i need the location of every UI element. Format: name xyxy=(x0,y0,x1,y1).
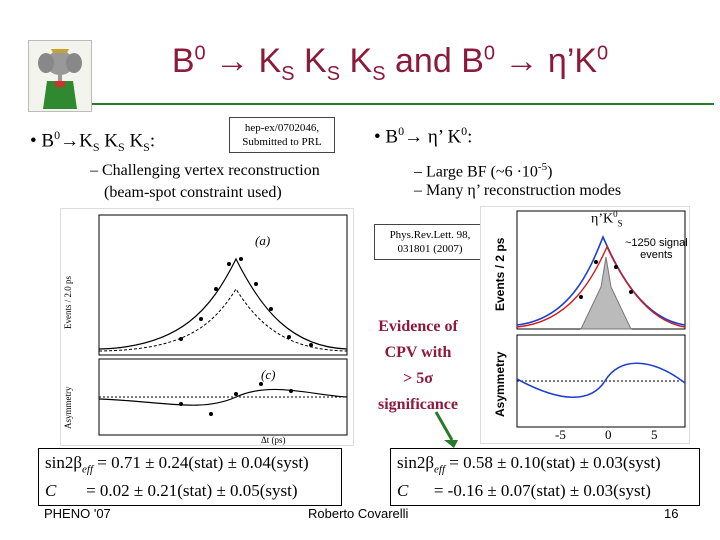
right-x-tick-3: 5 xyxy=(651,427,658,442)
left-result-box: sin2βeff = 0.71 ± 0.24(stat) ± 0.04(syst… xyxy=(38,448,342,507)
signal-count-note: ~1250 signal events xyxy=(625,237,688,261)
left-reference: hep-ex/0702046, Submitted to PRL xyxy=(229,117,335,153)
right-x-tick-2: 0 xyxy=(605,427,612,442)
left-ref-line-2: Submitted to PRL xyxy=(242,136,322,148)
left-y-axis-top: Events / 2.0 ps xyxy=(63,276,73,329)
left-result-line-2: C = 0.02 ± 0.21(stat) ± 0.05(syst) xyxy=(45,481,298,501)
evidence-line-2: CPV with xyxy=(384,344,452,361)
right-x-tick-1: -5 xyxy=(555,427,566,442)
left-dt-plot: Events / 2.0 ps Asymmetry (a) (c) Δt (ps… xyxy=(60,208,354,446)
right-bullet: • B0→ η’ K0: xyxy=(374,124,473,148)
left-y-axis-bottom: Asymmetry xyxy=(63,386,73,430)
left-plot-label-a: (a) xyxy=(255,233,271,248)
left-bullet: • B0→KS KS KS: xyxy=(30,128,156,155)
right-y-axis-top: Events / 2 ps xyxy=(493,237,507,311)
evidence-line-1: Evidence of xyxy=(378,318,458,335)
right-result-line-2: C = -0.16 ± 0.07(stat) ± 0.03(syst) xyxy=(397,481,651,501)
right-ref-line-1: Phys.Rev.Lett. 98, xyxy=(389,229,471,241)
footer-page-number: 16 xyxy=(664,506,679,521)
left-result-line-1: sin2βeff = 0.71 ± 0.24(stat) ± 0.04(syst… xyxy=(45,453,309,476)
evidence-note: Evidence of CPV with > 5σ significance xyxy=(368,314,468,418)
left-x-axis: Δt (ps) xyxy=(261,435,286,445)
left-ref-line-1: hep-ex/0702046, xyxy=(244,122,320,134)
right-y-axis-bottom: Asymmetry xyxy=(493,351,507,417)
evidence-line-3: > 5σ xyxy=(403,370,433,387)
footer-conference: PHENO '07 xyxy=(44,506,111,521)
evidence-line-4: significance xyxy=(378,396,458,413)
right-result-box: sin2βeff = 0.58 ± 0.10(stat) ± 0.03(syst… xyxy=(390,448,700,507)
slide-title: B0 → KS KS KS and B0 → η’K0 xyxy=(171,42,609,85)
right-sub-item-2: – Many η’ reconstruction modes xyxy=(414,182,622,199)
left-sub-item-2: (beam-spot constraint used) xyxy=(104,184,282,201)
babar-logo xyxy=(28,40,92,112)
right-ref-line-2: 031801 (2007) xyxy=(397,243,463,255)
footer-author: Roberto Covarelli xyxy=(308,506,409,521)
right-result-line-1: sin2βeff = 0.58 ± 0.10(stat) ± 0.03(syst… xyxy=(397,453,661,476)
left-plot-label-c: (c) xyxy=(261,367,276,382)
left-sub-item-1: – Challenging vertex reconstruction xyxy=(90,162,320,179)
elephant-icon xyxy=(38,49,82,109)
arrow-icon xyxy=(434,411,458,448)
right-dt-plot: η’K0S ~1250 signal events Events / 2 ps … xyxy=(480,206,690,444)
right-plot-title: η’K0S xyxy=(591,209,623,229)
title-divider xyxy=(92,103,714,105)
right-sub-item-1: – Large BF (~6 ·10-5) xyxy=(414,161,553,181)
right-reference: Phys.Rev.Lett. 98, 031801 (2007) xyxy=(374,224,486,260)
